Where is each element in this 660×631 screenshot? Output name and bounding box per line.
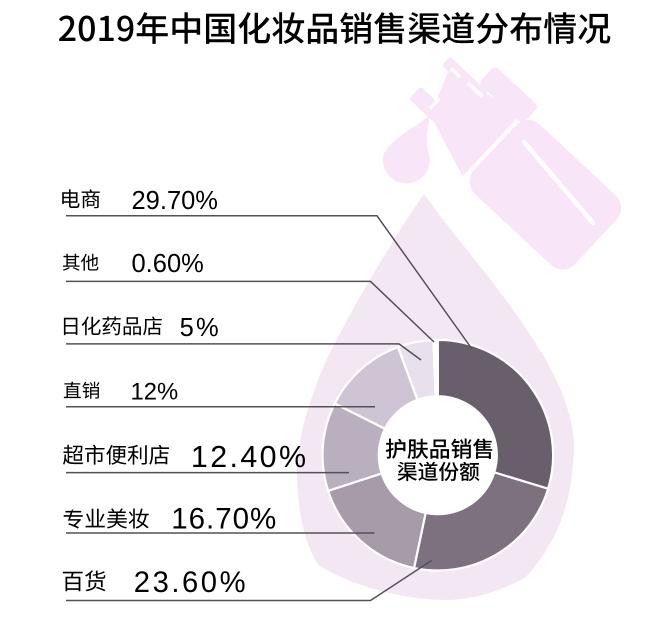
svg-text:29.70%: 29.70% — [132, 187, 219, 215]
svg-text:12%: 12% — [131, 379, 179, 406]
svg-text:23.60%: 23.60% — [134, 567, 248, 599]
svg-text:12.40%: 12.40% — [191, 440, 308, 474]
svg-text:16.70%: 16.70% — [171, 503, 277, 536]
svg-text:0.60%: 0.60% — [132, 250, 204, 278]
svg-text:5%: 5% — [180, 314, 221, 342]
